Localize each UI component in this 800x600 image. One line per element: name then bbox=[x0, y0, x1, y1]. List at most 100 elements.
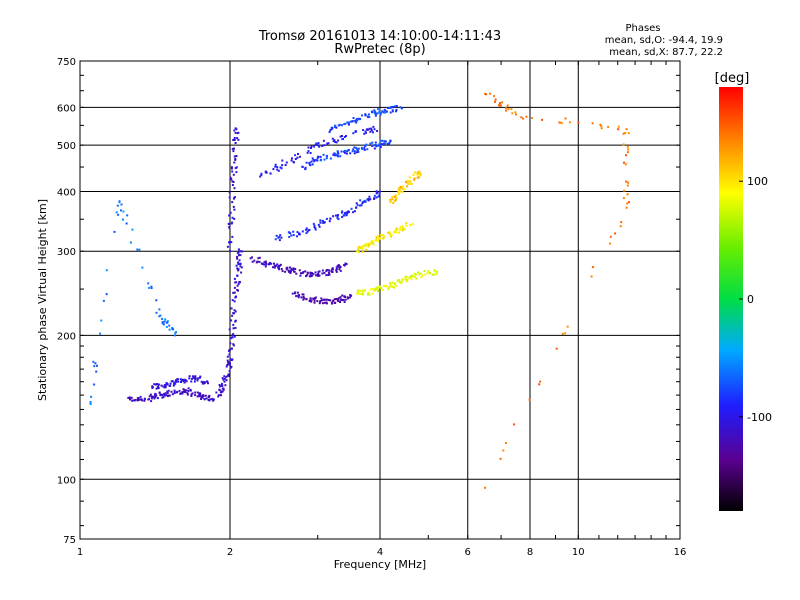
data-point bbox=[349, 152, 352, 155]
data-point bbox=[319, 300, 322, 302]
data-point bbox=[234, 320, 237, 323]
data-point bbox=[298, 155, 301, 158]
data-point bbox=[499, 102, 502, 105]
data-point bbox=[369, 130, 372, 133]
data-point bbox=[226, 364, 229, 366]
data-point bbox=[624, 132, 627, 134]
data-point bbox=[325, 157, 328, 160]
data-point bbox=[225, 376, 228, 379]
data-point bbox=[141, 266, 144, 269]
data-point bbox=[420, 276, 423, 279]
colorbar-tick-label: 100 bbox=[747, 175, 768, 188]
data-point bbox=[336, 264, 339, 267]
data-point bbox=[329, 157, 332, 160]
data-point bbox=[233, 161, 236, 164]
data-point bbox=[229, 176, 232, 179]
data-point bbox=[298, 233, 300, 236]
data-point bbox=[327, 271, 330, 274]
data-point bbox=[309, 164, 312, 167]
data-point bbox=[93, 383, 96, 386]
data-point bbox=[182, 390, 185, 393]
data-point bbox=[229, 211, 232, 214]
data-point bbox=[395, 108, 398, 111]
data-point bbox=[304, 270, 307, 273]
data-point bbox=[230, 307, 233, 310]
data-point bbox=[383, 235, 386, 238]
data-point bbox=[408, 275, 411, 278]
data-point bbox=[150, 287, 153, 290]
data-point bbox=[236, 289, 239, 291]
data-point bbox=[417, 271, 420, 274]
data-point bbox=[398, 190, 400, 193]
data-point bbox=[316, 300, 319, 303]
data-point bbox=[373, 194, 376, 197]
data-point bbox=[334, 124, 336, 127]
data-point bbox=[276, 166, 279, 169]
data-point bbox=[381, 110, 384, 113]
data-point bbox=[406, 179, 409, 182]
data-point bbox=[387, 288, 390, 291]
data-point bbox=[323, 221, 326, 224]
data-point bbox=[375, 236, 378, 238]
data-point bbox=[324, 298, 327, 301]
data-point bbox=[230, 241, 233, 244]
data-point bbox=[229, 337, 232, 340]
data-point bbox=[159, 314, 162, 317]
data-point bbox=[232, 323, 235, 326]
data-point bbox=[321, 145, 324, 147]
data-point bbox=[361, 148, 364, 150]
data-point bbox=[351, 120, 354, 123]
data-point bbox=[191, 375, 194, 378]
data-point bbox=[335, 141, 338, 144]
data-point bbox=[140, 398, 143, 401]
data-point bbox=[157, 383, 160, 386]
data-point bbox=[166, 390, 169, 393]
data-point bbox=[284, 164, 287, 166]
data-point bbox=[394, 194, 397, 197]
data-point bbox=[279, 234, 282, 237]
data-point bbox=[237, 261, 240, 264]
data-point bbox=[238, 259, 241, 262]
data-point bbox=[371, 141, 374, 144]
data-point bbox=[313, 224, 316, 227]
data-point bbox=[105, 269, 108, 272]
data-point bbox=[395, 227, 398, 230]
data-point bbox=[231, 147, 234, 150]
data-point bbox=[326, 298, 329, 301]
data-point bbox=[233, 139, 236, 141]
data-point bbox=[164, 318, 167, 321]
data-point bbox=[260, 262, 263, 265]
data-point bbox=[120, 203, 123, 206]
data-point bbox=[182, 380, 185, 383]
data-point bbox=[344, 262, 347, 265]
data-point bbox=[265, 171, 268, 174]
data-point bbox=[361, 247, 364, 250]
data-point bbox=[626, 151, 629, 154]
data-point bbox=[236, 251, 239, 254]
data-point bbox=[510, 108, 513, 111]
data-point bbox=[175, 391, 178, 394]
data-point bbox=[333, 298, 336, 301]
data-point bbox=[239, 265, 242, 268]
data-point bbox=[350, 207, 353, 210]
data-point bbox=[357, 147, 360, 150]
data-point bbox=[163, 393, 166, 395]
data-point bbox=[625, 180, 628, 183]
data-point bbox=[339, 155, 342, 158]
data-point bbox=[231, 221, 234, 224]
data-point bbox=[156, 386, 159, 389]
data-point bbox=[223, 380, 226, 383]
data-point bbox=[182, 388, 185, 391]
data-point bbox=[186, 392, 189, 395]
data-point bbox=[148, 286, 151, 289]
data-point bbox=[538, 383, 541, 386]
data-point bbox=[269, 172, 272, 175]
data-point bbox=[168, 394, 171, 397]
data-point bbox=[138, 398, 141, 401]
data-point bbox=[235, 155, 238, 157]
data-point bbox=[191, 377, 193, 380]
data-point bbox=[417, 172, 420, 175]
colorbar-tick-label: -100 bbox=[747, 411, 772, 424]
data-point bbox=[350, 120, 353, 123]
data-point bbox=[240, 271, 243, 274]
